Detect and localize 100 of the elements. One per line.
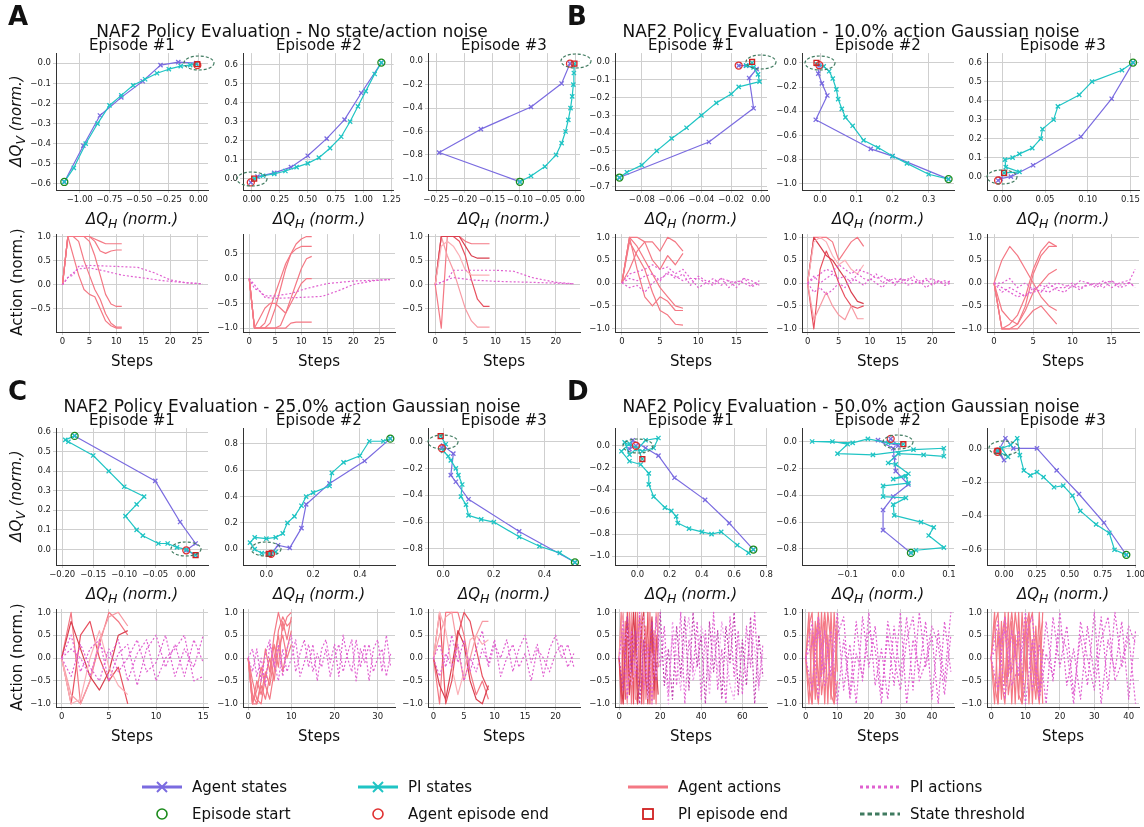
x-tick-label: −0.06 [658,194,685,205]
y-tick-label: 0.0 [783,435,797,446]
y-tick-label: −1.0 [961,323,982,333]
x-tick-label: 0.15 [1120,194,1140,205]
y-tick-label: −0.5 [589,675,610,686]
y-tick-label: 0.5 [37,445,51,456]
x-tick-label: −0.1 [837,569,858,580]
x-tick-label: 0.2 [885,194,900,205]
legend-label: PI states [408,778,473,796]
x-tick-label: 10 [489,711,500,722]
x-tick-label: 0.00 [992,194,1012,205]
x-tick-label: 0.00 [994,569,1014,580]
y-tick-label: 0.5 [968,254,982,265]
y-tick-label: −1.0 [30,698,51,708]
y-tick-label: 0.0 [596,652,610,663]
x-tick-label: −0.10 [506,194,533,205]
y-tick-label: −0.4 [961,510,982,521]
x-tick-label: 0.8 [759,569,774,580]
legend-label: Agent states [192,778,287,796]
y-tick-label: 0.3 [224,115,238,126]
x-tick-label: 0.00 [751,194,771,205]
x-tick-label: 25 [373,336,385,347]
x-tick-label: 10 [864,336,876,347]
y-tick-label: 0.5 [224,629,238,640]
x-tick-label: −0.50 [126,194,153,205]
y-tick-label: −1.0 [961,698,982,708]
x-tick-label: 10 [490,336,501,347]
x-tick-label: 10 [110,336,122,347]
x-tick-label: −0.25 [423,194,450,205]
y-tick-label: −1.0 [776,178,797,189]
y-tick-label: −0.6 [402,516,423,527]
y-axis-title: Action (norm.) [8,228,27,336]
x-tick-label: 10 [1066,336,1078,347]
x-tick-label: 0.0 [891,569,906,580]
x-axis-title: ΔQ$_{H}$ (norm.) [457,210,551,232]
x-tick-label: 0.75 [326,194,346,205]
x-tick-label: 0.25 [270,194,290,205]
legend-label: State threshold [910,805,1026,823]
x-tick-label: 0.2 [306,569,320,580]
y-tick-label: 0.4 [224,490,238,501]
x-tick-label: 30 [894,711,906,722]
y-tick-label: −1.0 [589,698,610,708]
y-tick-label: 0.6 [37,426,51,437]
x-tick-label: 0.00 [242,194,262,205]
y-tick-label: −0.6 [402,125,423,136]
legend-label: PI episode end [678,805,788,823]
x-axis-title: Steps [857,727,899,746]
legend-label: PI actions [910,778,983,796]
text: A [8,1,29,32]
y-tick-label: 1.0 [409,230,423,241]
x-tick-label: 1.25 [381,194,401,205]
x-tick-label: 5 [836,336,842,347]
y-tick-label: 1.0 [409,606,423,617]
x-axis-title: Steps [670,352,712,371]
x-axis-title: ΔQ$_{H}$ (norm.) [85,210,179,232]
x-tick-label: 20 [550,711,561,722]
x-axis-title: Steps [1042,352,1084,371]
y-tick-label: 0.5 [37,254,51,265]
y-tick-label: 0.5 [409,254,423,265]
y-tick-label: −0.5 [961,675,982,686]
x-tick-label: 5 [86,336,93,347]
x-tick-label: 0 [804,336,811,347]
chart-title: Episode #2 [276,36,362,55]
x-axis-title: Steps [1042,727,1084,746]
y-tick-label: 0.0 [37,652,51,663]
x-tick-label: −0.20 [49,569,76,580]
x-axis-title: ΔQ$_{H}$ (norm.) [644,210,738,232]
y-tick-label: 0.5 [783,629,797,640]
y-tick-label: 0.5 [968,75,982,86]
y-tick-label: 0.5 [968,629,982,640]
legend-label: Agent actions [678,778,782,796]
y-tick-label: 0.0 [224,543,238,554]
y-tick-label: −0.6 [30,178,51,189]
x-tick-label: 1.00 [1126,569,1144,580]
x-tick-label: 5 [461,711,467,722]
y-axis-title: Action (norm.) [8,603,27,711]
y-tick-label: −0.8 [776,543,797,554]
x-tick-label: 0.50 [1060,569,1080,580]
y-tick-label: 1.0 [783,231,797,242]
y-tick-label: 0.0 [968,277,982,288]
x-tick-label: −0.05 [142,569,169,580]
y-tick-label: −0.2 [589,462,610,473]
x-tick-label: 0 [616,711,622,722]
x-tick-label: 0.25 [1027,569,1047,580]
x-axis-title: Steps [111,352,153,371]
x-tick-label: 0.4 [537,569,552,580]
x-tick-label: −0.15 [80,569,107,580]
y-tick-label: −1.0 [402,698,423,708]
y-tick-label: 0.0 [783,652,797,663]
y-tick-label: −0.5 [589,300,610,311]
x-tick-label: −0.08 [628,194,655,205]
x-tick-label: 15 [1106,336,1117,347]
chart-title: Episode #3 [461,411,547,430]
y-tick-label: 1.0 [968,606,982,617]
y-tick-label: −1.0 [217,698,238,708]
y-tick-label: 1.0 [596,231,610,242]
y-tick-label: −0.5 [402,303,423,314]
y-tick-label: 0.0 [968,170,982,181]
y-tick-label: 0.0 [596,277,610,288]
x-tick-label: 15 [731,336,742,347]
